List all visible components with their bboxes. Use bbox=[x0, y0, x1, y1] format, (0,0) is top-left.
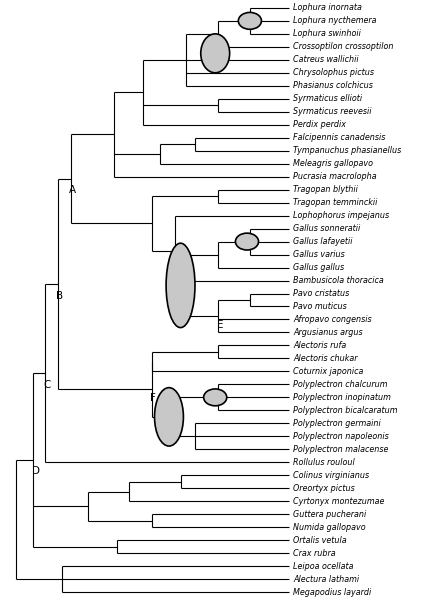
Text: Phasianus colchicus: Phasianus colchicus bbox=[293, 81, 373, 90]
Text: Syrmaticus ellioti: Syrmaticus ellioti bbox=[293, 94, 363, 103]
Text: Argusianus argus: Argusianus argus bbox=[293, 328, 363, 337]
Text: Pavo muticus: Pavo muticus bbox=[293, 302, 347, 311]
Text: Polyplectron malacense: Polyplectron malacense bbox=[293, 445, 389, 454]
Ellipse shape bbox=[204, 389, 227, 406]
Text: Perdix perdix: Perdix perdix bbox=[293, 120, 346, 129]
Text: Lophura swinhoii: Lophura swinhoii bbox=[293, 29, 361, 38]
Text: Colinus virginianus: Colinus virginianus bbox=[293, 471, 369, 480]
Ellipse shape bbox=[236, 233, 259, 250]
Text: Coturnix japonica: Coturnix japonica bbox=[293, 367, 364, 376]
Text: Megapodius layardi: Megapodius layardi bbox=[293, 587, 371, 596]
Text: Catreus wallichii: Catreus wallichii bbox=[293, 55, 359, 64]
Text: Afropavo congensis: Afropavo congensis bbox=[293, 315, 372, 324]
Text: D: D bbox=[32, 466, 40, 476]
Text: C: C bbox=[43, 380, 51, 389]
Text: A: A bbox=[69, 185, 76, 196]
Text: Falcipennis canadensis: Falcipennis canadensis bbox=[293, 133, 386, 142]
Text: Polyplectron bicalcaratum: Polyplectron bicalcaratum bbox=[293, 406, 398, 415]
Text: Lophura nycthemera: Lophura nycthemera bbox=[293, 16, 377, 25]
Text: Pucrasia macrolopha: Pucrasia macrolopha bbox=[293, 172, 377, 181]
Text: B: B bbox=[56, 290, 63, 301]
Text: Gallus lafayetii: Gallus lafayetii bbox=[293, 237, 353, 246]
Text: Gallus sonneratii: Gallus sonneratii bbox=[293, 224, 360, 233]
Text: Cyrtonyx montezumae: Cyrtonyx montezumae bbox=[293, 497, 385, 506]
Text: Ortalis vetula: Ortalis vetula bbox=[293, 536, 347, 545]
Text: Leipoa ocellata: Leipoa ocellata bbox=[293, 562, 354, 571]
Text: Alectoris rufa: Alectoris rufa bbox=[293, 341, 346, 350]
Text: Tragopan blythii: Tragopan blythii bbox=[293, 185, 358, 194]
Text: Crax rubra: Crax rubra bbox=[293, 548, 336, 557]
Text: Lophophorus impejanus: Lophophorus impejanus bbox=[293, 211, 389, 220]
Text: Tympanuchus phasianellus: Tympanuchus phasianellus bbox=[293, 146, 401, 155]
Text: Bambusicola thoracica: Bambusicola thoracica bbox=[293, 276, 384, 285]
Text: Polyplectron chalcurum: Polyplectron chalcurum bbox=[293, 380, 388, 389]
Text: Numida gallopavo: Numida gallopavo bbox=[293, 523, 366, 532]
Text: Crossoptilon crossoptilon: Crossoptilon crossoptilon bbox=[293, 43, 394, 52]
Text: Gallus varius: Gallus varius bbox=[293, 250, 345, 259]
Text: Alectura lathami: Alectura lathami bbox=[293, 575, 360, 584]
Text: Pavo cristatus: Pavo cristatus bbox=[293, 289, 349, 298]
Text: Syrmaticus reevesii: Syrmaticus reevesii bbox=[293, 107, 372, 116]
Ellipse shape bbox=[155, 388, 184, 446]
Text: Polyplectron germaini: Polyplectron germaini bbox=[293, 419, 381, 428]
Text: Rollulus rouloul: Rollulus rouloul bbox=[293, 458, 355, 467]
Text: Meleagris gallopavo: Meleagris gallopavo bbox=[293, 159, 373, 168]
Text: F: F bbox=[150, 393, 156, 403]
Ellipse shape bbox=[166, 243, 195, 328]
Text: Gallus gallus: Gallus gallus bbox=[293, 263, 344, 272]
Text: Alectoris chukar: Alectoris chukar bbox=[293, 354, 358, 363]
Text: Polyplectron inopinatum: Polyplectron inopinatum bbox=[293, 393, 391, 402]
Text: E: E bbox=[217, 320, 223, 330]
Text: Lophura inornata: Lophura inornata bbox=[293, 4, 362, 13]
Ellipse shape bbox=[238, 13, 262, 29]
Text: Guttera pucherani: Guttera pucherani bbox=[293, 510, 366, 519]
Ellipse shape bbox=[201, 34, 230, 73]
Text: Tragopan temminckii: Tragopan temminckii bbox=[293, 198, 377, 207]
Text: Chrysolophus pictus: Chrysolophus pictus bbox=[293, 68, 374, 77]
Text: Oreortyx pictus: Oreortyx pictus bbox=[293, 484, 355, 493]
Text: Polyplectron napoleonis: Polyplectron napoleonis bbox=[293, 432, 389, 441]
